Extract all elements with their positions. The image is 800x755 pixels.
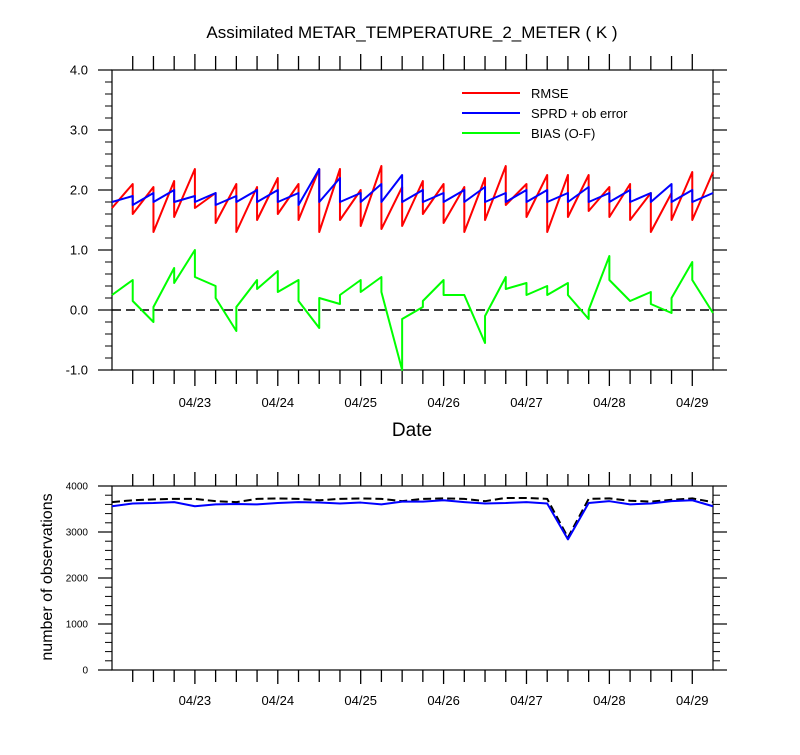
y-ticks: 0 1000 2000 3000 4000 (66, 482, 727, 677)
x-tick-label: 04/28 (593, 693, 626, 708)
x-tick-label: 04/29 (676, 693, 709, 708)
x-tick-label: 04/24 (262, 395, 295, 410)
series-line-possible-observations (111, 496, 714, 539)
chart-title: Assimilated METAR_TEMPERATURE_2_METER ( … (206, 23, 617, 42)
legend: RMSE SPRD + ob error BIAS (O-F) (462, 86, 628, 141)
y-tick-label: 0.0 (70, 303, 88, 318)
y-tick-label: 3000 (66, 528, 89, 539)
x-ticks: 04/23 04/24 04/25 04/26 04/27 04/28 04/29 (132, 54, 709, 410)
x-tick-label: 04/26 (427, 395, 460, 410)
y-tick-label: 2000 (66, 574, 89, 585)
x-tick-label: 04/24 (262, 693, 295, 708)
y-tick-label: 2.0 (70, 183, 88, 198)
top-panel: 04/23 04/24 04/25 04/26 04/27 04/28 04/29 -1.0 0… (66, 54, 727, 410)
legend-label: SPRD + ob error (531, 106, 628, 121)
plot-frame (111, 485, 714, 671)
bottom-panel: 04/23 04/24 04/25 04/26 04/27 04/28 04/29 0 1000… (66, 472, 727, 708)
x-tick-label: 04/26 (427, 693, 460, 708)
x-tick-label: 04/25 (344, 693, 377, 708)
y-tick-label: 4000 (66, 482, 89, 493)
x-tick-label: 04/23 (179, 395, 212, 410)
series-line-assimilated-observations (111, 499, 714, 541)
y-tick-label: -1.0 (66, 363, 88, 378)
bottom-y-axis-label: number of observations (39, 493, 56, 660)
y-tick-label: 0 (82, 666, 88, 677)
x-tick-label: 04/27 (510, 693, 543, 708)
y-tick-label: 4.0 (70, 63, 88, 78)
series-line-sprd-ob-error (111, 168, 714, 206)
legend-label: RMSE (531, 86, 569, 101)
x-tick-label: 04/29 (676, 395, 709, 410)
y-tick-label: 3.0 (70, 123, 88, 138)
x-ticks: 04/23 04/24 04/25 04/26 04/27 04/28 04/29 (132, 472, 709, 708)
y-ticks: -1.0 0.0 1.0 2.0 3.0 4.0 (66, 63, 727, 378)
x-tick-label: 04/25 (344, 395, 377, 410)
series-line-bias-o-f (111, 249, 714, 371)
legend-label: BIAS (O-F) (531, 126, 595, 141)
y-tick-label: 1000 (66, 620, 89, 631)
x-tick-label: 04/28 (593, 395, 626, 410)
x-tick-label: 04/27 (510, 395, 543, 410)
x-tick-label: 04/23 (179, 693, 212, 708)
plot-frame (111, 69, 714, 371)
y-tick-label: 1.0 (70, 243, 88, 258)
x-axis-label: Date (392, 420, 432, 441)
